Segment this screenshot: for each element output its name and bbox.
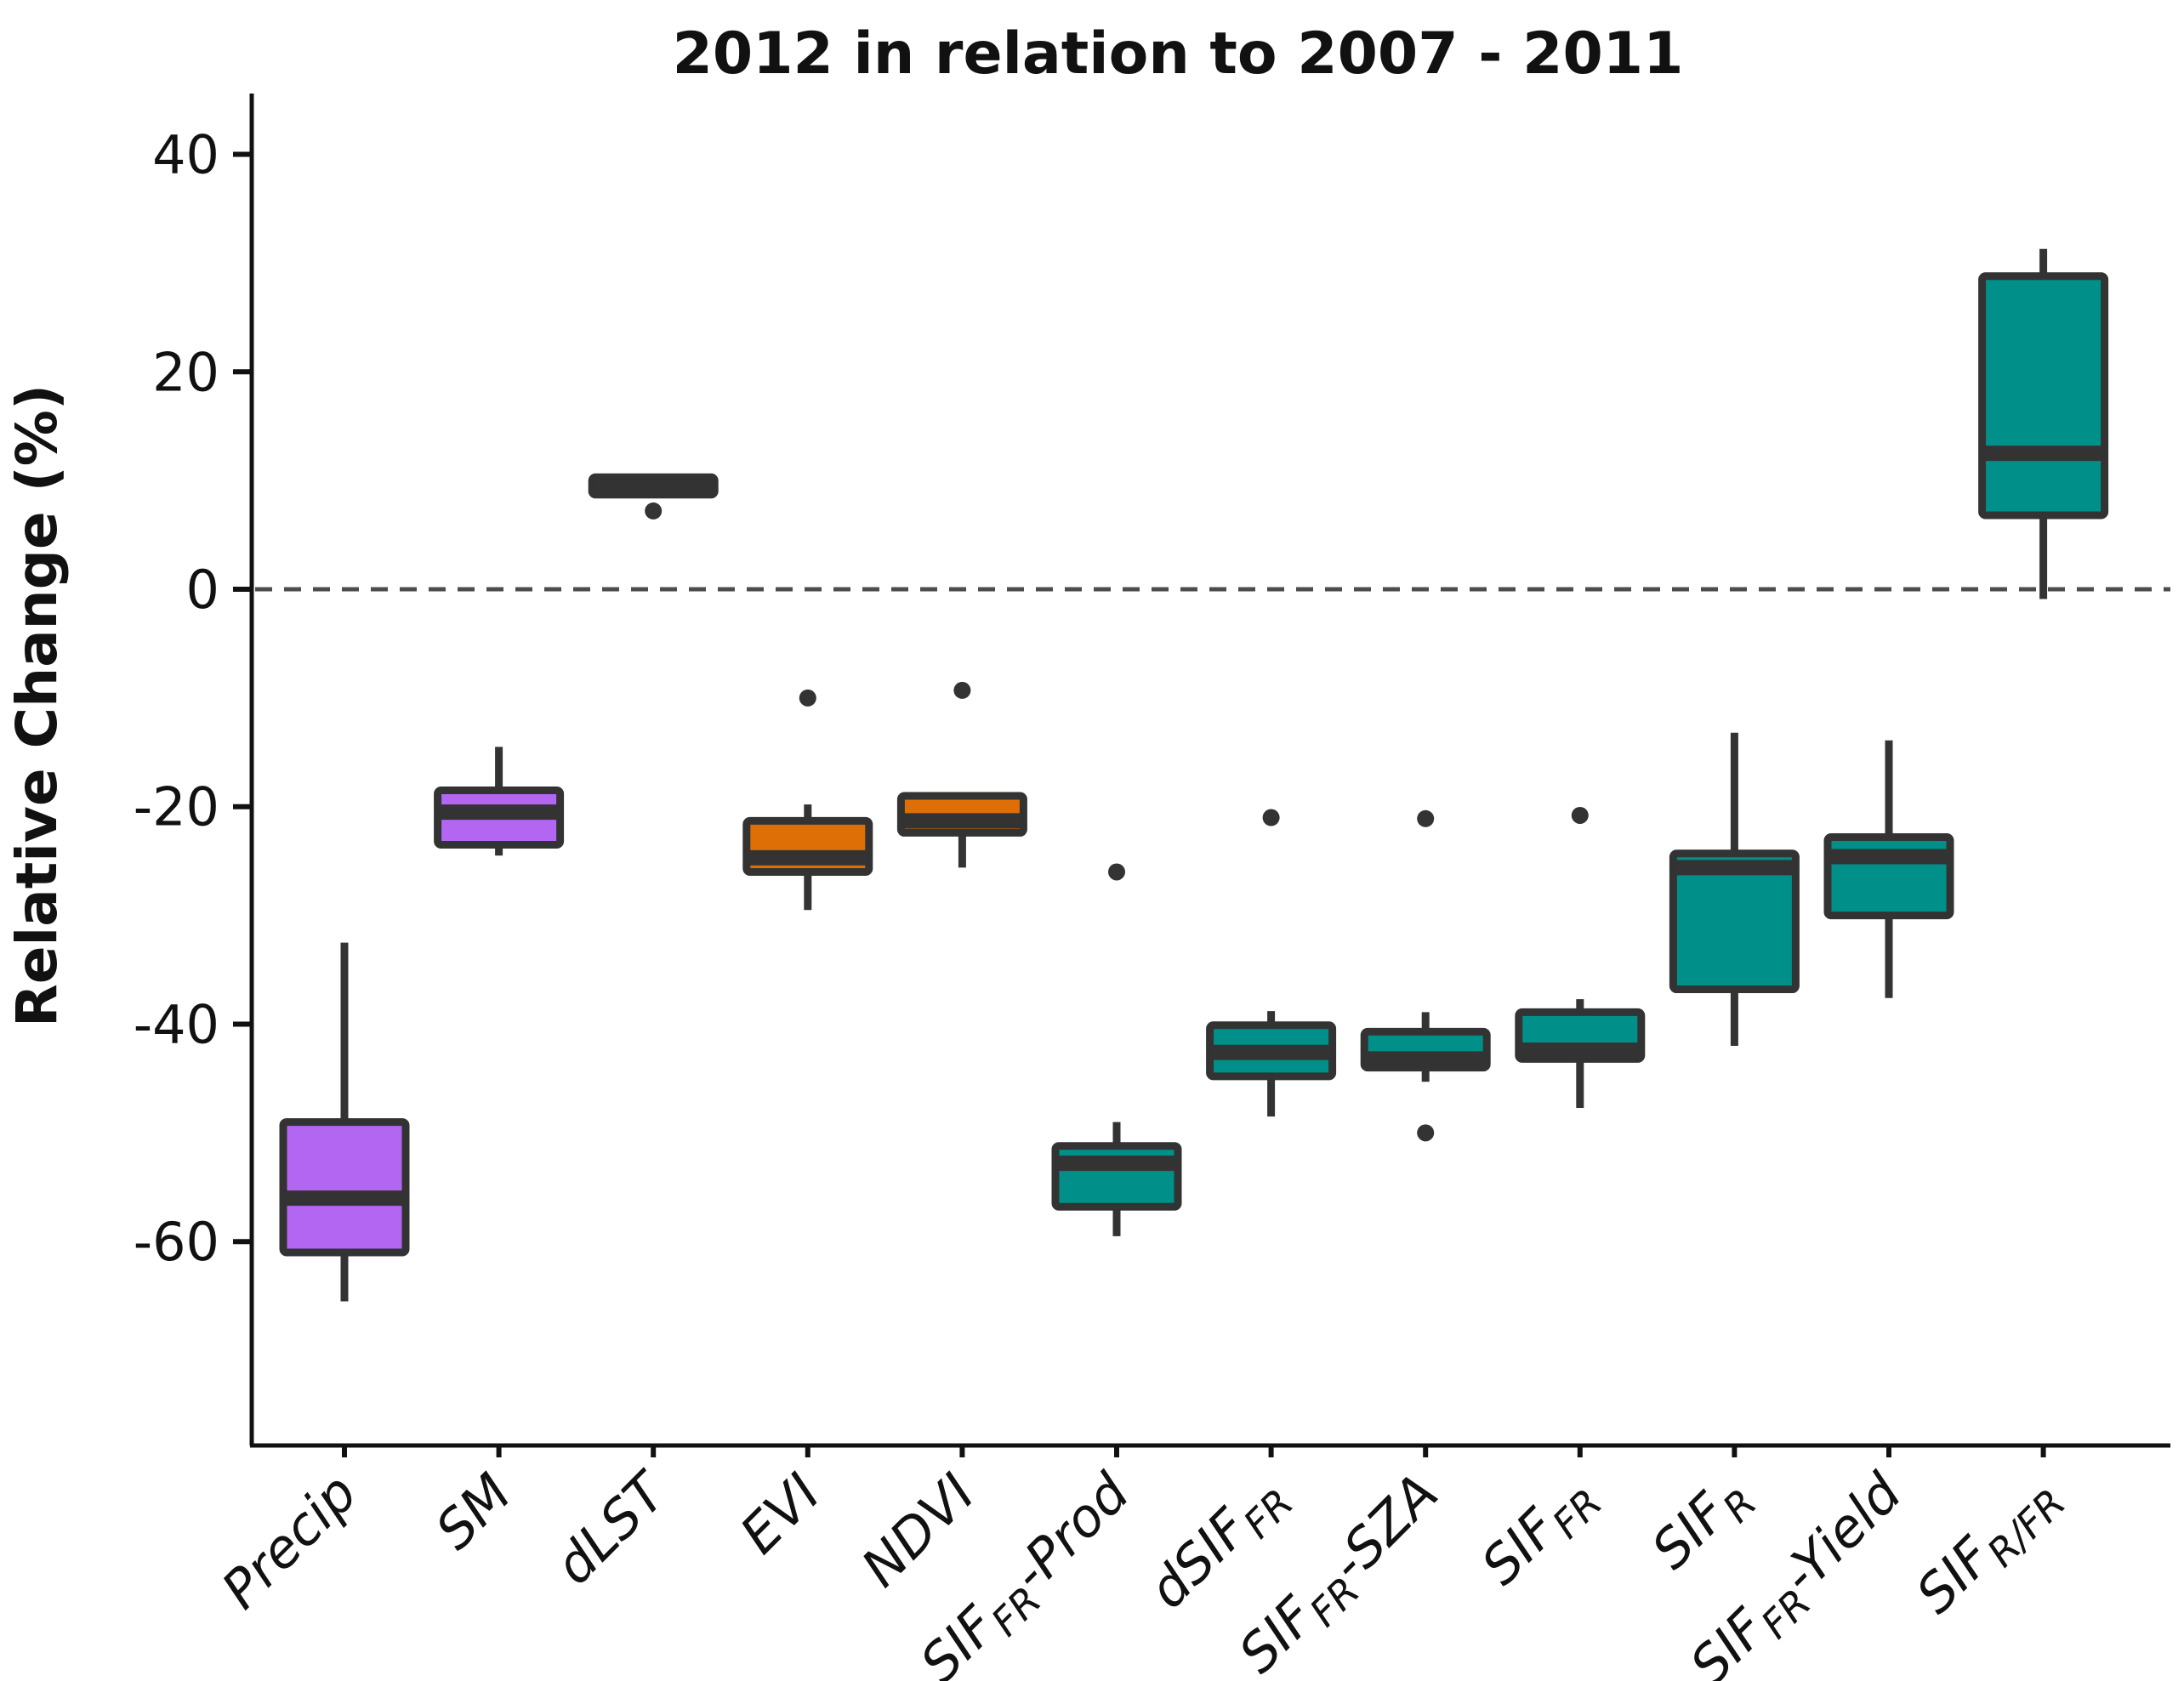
x-category-label: SM <box>424 1462 523 1561</box>
y-tick-label: -60 <box>134 1211 219 1273</box>
x-category-label: SIFR/FR <box>1904 1462 2074 1632</box>
x-category-label: NDVI <box>850 1462 987 1599</box>
boxplot-SIF_FR-Prod <box>1051 863 1182 1236</box>
boxplot-Precip <box>279 942 410 1302</box>
boxplot-SIF_R/FR <box>1978 248 2109 599</box>
box-iqr <box>1051 1142 1182 1211</box>
boxplot-dLST <box>588 473 719 520</box>
boxplot-SM <box>434 747 565 856</box>
box-iqr <box>1823 833 1954 920</box>
outlier-point <box>1417 809 1435 827</box>
y-tick-label: -40 <box>134 993 219 1055</box>
x-category-label: EVI <box>728 1462 832 1565</box>
outlier-point <box>1108 863 1125 881</box>
outlier-point <box>1262 809 1280 826</box>
box-iqr <box>1669 849 1800 994</box>
x-category-label: SIFFR-Yield <box>1678 1462 1920 1681</box>
outlier-point <box>953 681 971 699</box>
boxplot-dSIF_FR <box>1206 809 1337 1117</box>
outlier-point <box>1571 806 1589 824</box>
x-category-label: Precip <box>209 1462 368 1621</box>
chart-title: 2012 in relation to 2007 - 2011 <box>673 20 1684 88</box>
y-tick-label: 40 <box>152 124 219 186</box>
y-tick-label: 20 <box>152 341 219 403</box>
boxplot-SIF_FR-SZA <box>1360 809 1491 1142</box>
boxplot-SIF_FR <box>1515 806 1646 1108</box>
x-category-label: dLST <box>543 1459 680 1596</box>
x-category-label: SIFFR <box>1469 1462 1611 1604</box>
boxplot-EVI <box>742 689 873 911</box>
boxplot-SIF_FR-Yield <box>1823 740 1954 998</box>
boxplot-SIF_R <box>1669 732 1800 1047</box>
boxplot-NDVI <box>896 681 1027 868</box>
outlier-point <box>1417 1124 1435 1142</box>
y-tick-label: 0 <box>186 559 219 621</box>
y-tick-label: -20 <box>134 776 219 838</box>
y-axis-label: Relative Change (%) <box>4 384 70 1027</box>
box-iqr <box>1978 272 2109 520</box>
outlier-point <box>799 689 816 707</box>
box-iqr <box>279 1118 410 1257</box>
x-category-label: SIFR <box>1640 1462 1766 1587</box>
outlier-point <box>645 502 663 520</box>
